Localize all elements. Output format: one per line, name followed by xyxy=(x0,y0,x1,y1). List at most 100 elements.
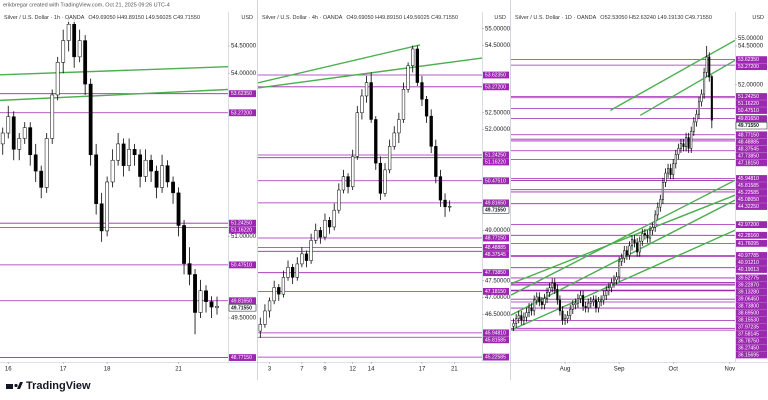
candle-body xyxy=(160,165,164,188)
level-label-box xyxy=(736,323,767,331)
level-label-box xyxy=(736,115,767,123)
level-label: 36.15695 xyxy=(738,352,759,358)
x-tick-label: Oct xyxy=(669,367,679,373)
chart-panel: 55.00000 54.50000 52.00000 Aug Sep Oct Nov 53.6… xyxy=(511,12,768,373)
candle-body xyxy=(597,301,600,309)
level-label: 50.47510 xyxy=(738,108,759,114)
candle-body xyxy=(88,83,93,156)
level-label-box xyxy=(736,221,767,229)
candle-body xyxy=(193,274,197,313)
candle-body xyxy=(33,154,38,172)
logo-shape xyxy=(14,383,18,388)
candle-body xyxy=(674,154,677,165)
candle-body xyxy=(569,309,572,316)
level-label: 48.37545 xyxy=(738,146,759,152)
level-label-box xyxy=(736,182,767,189)
candle-body xyxy=(520,315,523,321)
level-label-box xyxy=(736,100,767,107)
level-label-box xyxy=(483,336,509,344)
y-tick-label: 51.00000 xyxy=(231,234,257,240)
chart-title: Silver / U.S. Dollar · 1D · OANDA xyxy=(515,15,597,21)
level-label-box xyxy=(483,244,509,251)
level-label-box xyxy=(736,309,767,317)
candle-body xyxy=(584,305,587,309)
level-label: 40.19013 xyxy=(738,267,759,273)
candle-body xyxy=(576,298,579,304)
level-label: 51.16220 xyxy=(738,101,759,107)
candle-body xyxy=(636,242,639,253)
candle-body xyxy=(540,301,543,305)
candle-body xyxy=(574,302,577,305)
candle-body xyxy=(571,304,574,310)
candle-body xyxy=(291,267,295,278)
level-label-box xyxy=(736,316,767,324)
candle-body xyxy=(538,296,541,302)
candle-body xyxy=(512,323,515,327)
level-label-box xyxy=(736,302,767,310)
x-tick-label: 3 xyxy=(268,367,272,373)
plot-area xyxy=(511,39,735,332)
x-tick-label: Nov xyxy=(725,367,736,373)
chart-panel: 55.00000 54.50000 52.50000 52.00000 49.00000… xyxy=(258,0,511,380)
title-backdrop xyxy=(259,13,459,22)
x-tick-label: 9 xyxy=(323,367,327,373)
last-price-box xyxy=(482,206,510,214)
candle-body xyxy=(392,132,396,147)
candle-body xyxy=(677,148,680,155)
level-label-box xyxy=(736,288,767,296)
level-label-box xyxy=(229,354,256,361)
candle-body xyxy=(543,298,546,305)
candle-body xyxy=(628,245,631,256)
y-tick-label: 54.50000 xyxy=(738,44,764,50)
candle-body xyxy=(374,119,378,164)
candle-body xyxy=(397,119,401,134)
candle-body xyxy=(337,189,341,211)
level-label: 53.62350 xyxy=(231,91,252,97)
candle-body xyxy=(659,199,662,208)
level-label: 51.24250 xyxy=(485,153,506,159)
candle-body xyxy=(286,267,290,278)
level-label-box xyxy=(736,337,767,345)
y-tick-label: 49.50000 xyxy=(231,316,257,322)
candle-body xyxy=(625,250,628,256)
last-price-label: 49.71550 xyxy=(738,123,759,129)
level-label-box xyxy=(483,353,509,361)
trendline xyxy=(511,199,735,316)
chart-title: Silver / U.S. Dollar · 1h · OANDA xyxy=(4,15,85,21)
level-label-box xyxy=(736,252,767,259)
level-label-box xyxy=(736,159,767,167)
candle-body xyxy=(424,99,429,117)
y-tick-label: 54.50000 xyxy=(485,43,511,49)
candle-body xyxy=(664,172,667,183)
candle-body xyxy=(198,290,203,313)
candle-body xyxy=(94,154,99,204)
candle-body xyxy=(579,295,582,299)
last-price-box xyxy=(735,121,768,130)
level-label: 40.91210 xyxy=(738,260,759,266)
candle-body xyxy=(121,143,126,166)
candle-body xyxy=(415,48,419,83)
level-label-box xyxy=(736,274,767,282)
level-label: 50.47510 xyxy=(485,178,506,184)
candle-body xyxy=(300,253,304,265)
candle-body xyxy=(548,287,551,293)
candle-body xyxy=(318,230,322,238)
last-price-label: 49.71550 xyxy=(485,207,506,213)
x-tick-label: 17 xyxy=(60,367,67,373)
candle-body xyxy=(277,287,281,295)
candle-body xyxy=(592,299,595,302)
candle-body xyxy=(710,76,713,121)
brand-logo xyxy=(6,382,23,389)
x-tick-label: 21 xyxy=(175,367,182,373)
level-label: 37.97235 xyxy=(738,324,759,330)
x-tick-label: Aug xyxy=(560,367,571,373)
candle-body xyxy=(215,305,219,308)
level-label-box xyxy=(483,251,509,258)
level-label-box xyxy=(736,107,767,114)
candle-body xyxy=(561,310,564,321)
level-label-box xyxy=(736,152,767,160)
level-label-box xyxy=(736,138,767,146)
y-tick-label: 54.50000 xyxy=(231,44,257,50)
level-label-box xyxy=(736,330,767,338)
level-label: 42.28160 xyxy=(738,233,759,239)
